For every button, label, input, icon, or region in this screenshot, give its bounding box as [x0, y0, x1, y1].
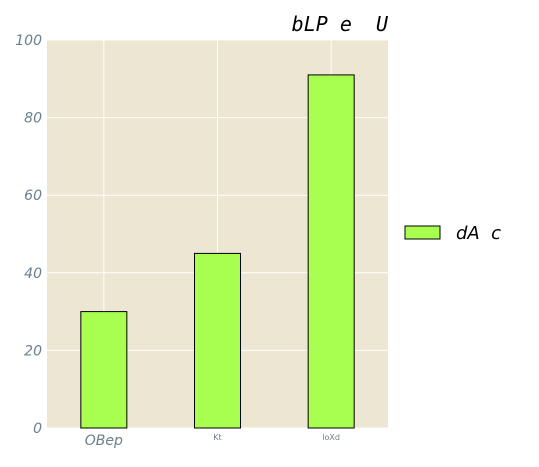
plot-area: 0 20 40 60 80 100 OBep Kt loXd [15, 33, 388, 449]
bar-loxd [307, 74, 355, 429]
chart-title: bLP e U [292, 12, 389, 36]
x-tick-label: OBep [85, 433, 123, 449]
y-tick-label: 100 [15, 33, 42, 49]
bar-obep [80, 311, 128, 429]
bar-kt [194, 252, 241, 429]
legend: dA c [404, 223, 501, 244]
y-tick-label: 60 [24, 188, 42, 204]
legend-swatch [404, 225, 441, 240]
x-tick-label: Kt [213, 433, 221, 442]
y-tick-label: 20 [24, 343, 42, 359]
legend-label: dA c [456, 223, 501, 244]
x-tick-label: loXd [322, 433, 340, 442]
y-tick-label: 0 [33, 421, 42, 437]
y-tick-label: 80 [24, 111, 42, 127]
y-tick-label: 40 [24, 266, 42, 282]
